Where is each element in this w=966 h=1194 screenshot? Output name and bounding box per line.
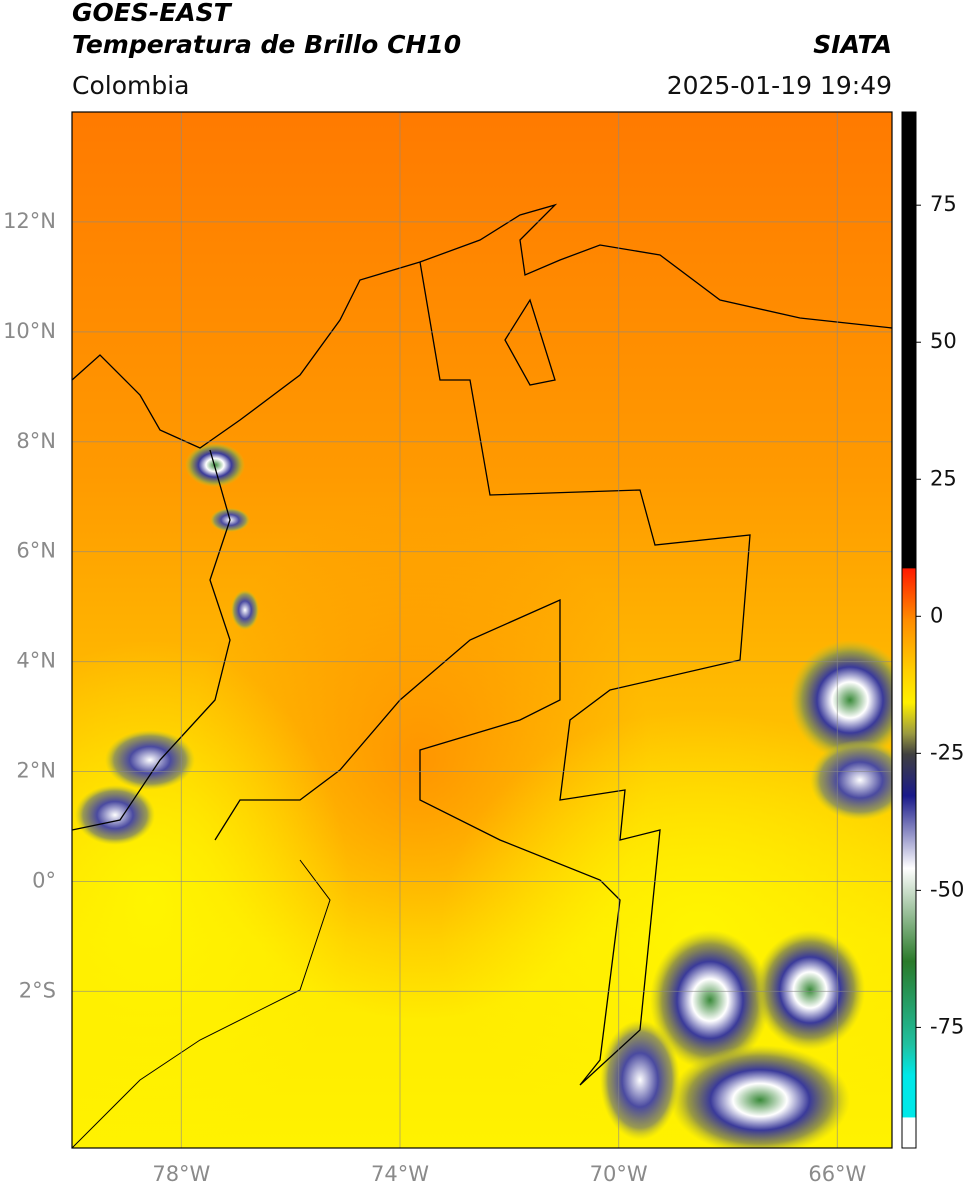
cloud [185, 443, 245, 487]
cloud [231, 590, 259, 630]
cloud [670, 1045, 850, 1148]
lat-tick-label: 12°N [3, 209, 56, 233]
cloud [650, 930, 770, 1070]
lat-tick-label: 8°N [16, 429, 56, 453]
lon-tick-label: 78°W [152, 1162, 210, 1186]
colorbar-tick-label: 50 [930, 329, 957, 353]
subtitle: Temperatura de Brillo CH10 [72, 30, 461, 59]
colorbar-tick-label: -75 [930, 1014, 964, 1038]
source: SIATA [813, 30, 892, 59]
cloud [810, 740, 892, 820]
colorbar-tick-label: 25 [930, 466, 957, 490]
lat-tick-label: 0° [32, 868, 56, 892]
colorbar [901, 111, 917, 1149]
lat-tick-label: 4°N [16, 649, 56, 673]
border [214, 261, 751, 1086]
lat-tick-label: 2°S [19, 978, 56, 1002]
lat-tick-label: 2°N [16, 759, 56, 783]
lon-tick-label: 70°W [590, 1162, 648, 1186]
colorbar-tick-label: -25 [930, 740, 964, 764]
map-frame [71, 111, 893, 1149]
title: GOES-EAST [72, 0, 233, 27]
timestamp: 2025-01-19 19:49 [667, 71, 892, 100]
cloud [790, 640, 892, 760]
colorbar-tick-label: 0 [930, 603, 943, 627]
lat-tick-label: 10°N [3, 319, 56, 343]
colorbar-tick-label: -50 [930, 877, 964, 901]
cloud [755, 930, 865, 1050]
coastline [72, 203, 892, 449]
cloud [75, 785, 155, 845]
colorbar-tick-label: 75 [930, 192, 957, 216]
cloud [105, 730, 195, 790]
cloud [600, 1020, 680, 1140]
map-imagery [72, 112, 892, 1148]
lat-tick-label: 6°N [16, 539, 56, 563]
grid [72, 112, 892, 1148]
lon-tick-label: 74°W [371, 1162, 429, 1186]
border [72, 859, 331, 1148]
lake-maracaibo [504, 298, 556, 386]
coastline [72, 449, 231, 831]
lon-tick-label: 66°W [808, 1162, 866, 1186]
region: Colombia [72, 71, 189, 100]
